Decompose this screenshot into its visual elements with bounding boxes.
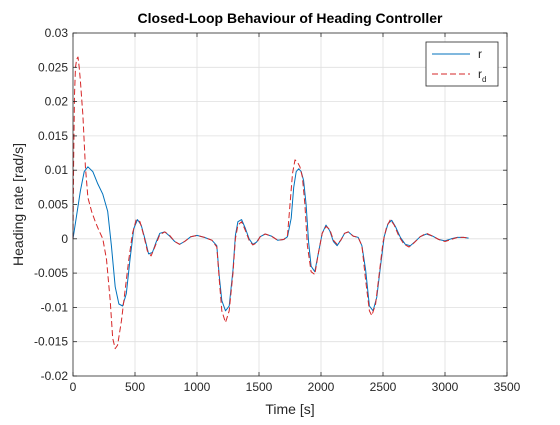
x-tick-label: 3500	[494, 380, 521, 394]
y-tick-label: -0.005	[34, 266, 68, 280]
x-tick-label: 2500	[370, 380, 397, 394]
y-tick-label: 0	[61, 232, 68, 246]
y-tick-label: -0.01	[41, 300, 69, 314]
x-axis-label: Time [s]	[265, 401, 314, 417]
y-tick-label: -0.02	[41, 369, 69, 383]
x-tick-label: 2000	[308, 380, 335, 394]
legend-label-r-text: r	[478, 47, 482, 61]
x-tick-label: 1500	[246, 380, 273, 394]
y-tick-label: -0.015	[34, 335, 68, 349]
x-tick-label: 500	[125, 380, 145, 394]
chart-title: Closed-Loop Behaviour of Heading Control…	[138, 10, 443, 26]
x-tick-label: 0	[70, 380, 77, 394]
y-tick-label: 0.005	[38, 198, 68, 212]
y-tick-label: 0.03	[45, 26, 69, 40]
y-tick-label: 0.015	[38, 129, 68, 143]
x-tick-label: 3000	[432, 380, 459, 394]
x-tick-label: 1000	[184, 380, 211, 394]
y-tick-label: 0.01	[45, 163, 69, 177]
legend-box	[426, 42, 498, 86]
y-tick-label: 0.02	[45, 95, 69, 109]
legend-label-r: r	[478, 47, 482, 61]
legend-label-rd-subscript: d	[482, 75, 486, 84]
y-tick-label: 0.025	[38, 60, 68, 74]
y-axis-label: Heading rate [rad/s]	[10, 143, 26, 266]
legend: r rd	[426, 42, 498, 86]
